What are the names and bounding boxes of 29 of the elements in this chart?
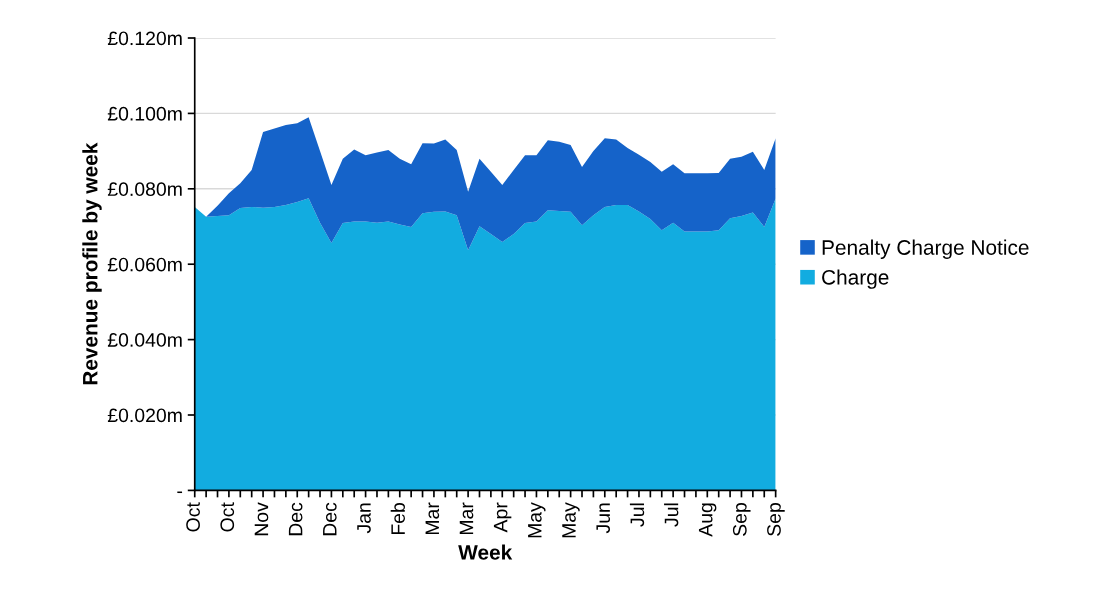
- y-axis-title: Revenue profile by week: [82, 142, 102, 385]
- x-tick-label: Apr: [493, 502, 512, 533]
- x-tick-label: Jul: [629, 503, 645, 527]
- x-tick-label: May: [562, 502, 580, 538]
- x-tick-label: Aug: [698, 503, 717, 537]
- x-tick-label: Jan: [357, 503, 371, 534]
- y-tick-label: £0.120m: [107, 31, 182, 46]
- y-tick-label: £0.080m: [107, 182, 182, 197]
- x-tick-label: Nov: [254, 502, 269, 536]
- x-tick-label: Oct: [220, 502, 235, 532]
- x-tick-label: Dec: [323, 502, 337, 536]
- x-tick-label: Mar: [425, 502, 440, 535]
- x-tick-label: Jun: [596, 503, 611, 534]
- x-tick-label: May: [528, 502, 546, 538]
- x-tick-label: Sep: [767, 503, 785, 536]
- y-tick-label: £0.040m: [107, 333, 182, 347]
- legend-label: Charge: [822, 269, 889, 289]
- y-tick-label: £0.020m: [107, 408, 182, 423]
- y-tick-label: £0.060m: [107, 257, 182, 272]
- x-tick-label: Sep: [732, 503, 751, 536]
- legend-label: Penalty Charge Notice: [822, 239, 1029, 259]
- x-tick-label: Mar: [459, 502, 474, 535]
- x-tick-label: Dec: [288, 502, 303, 536]
- x-tick-label: Jul: [664, 503, 679, 527]
- x-tick-label: Oct: [186, 502, 200, 532]
- y-tick-label: -: [177, 491, 183, 494]
- x-axis-title: Week: [458, 544, 513, 560]
- y-tick-label: £0.100m: [107, 106, 182, 121]
- x-tick-label: Feb: [390, 503, 405, 535]
